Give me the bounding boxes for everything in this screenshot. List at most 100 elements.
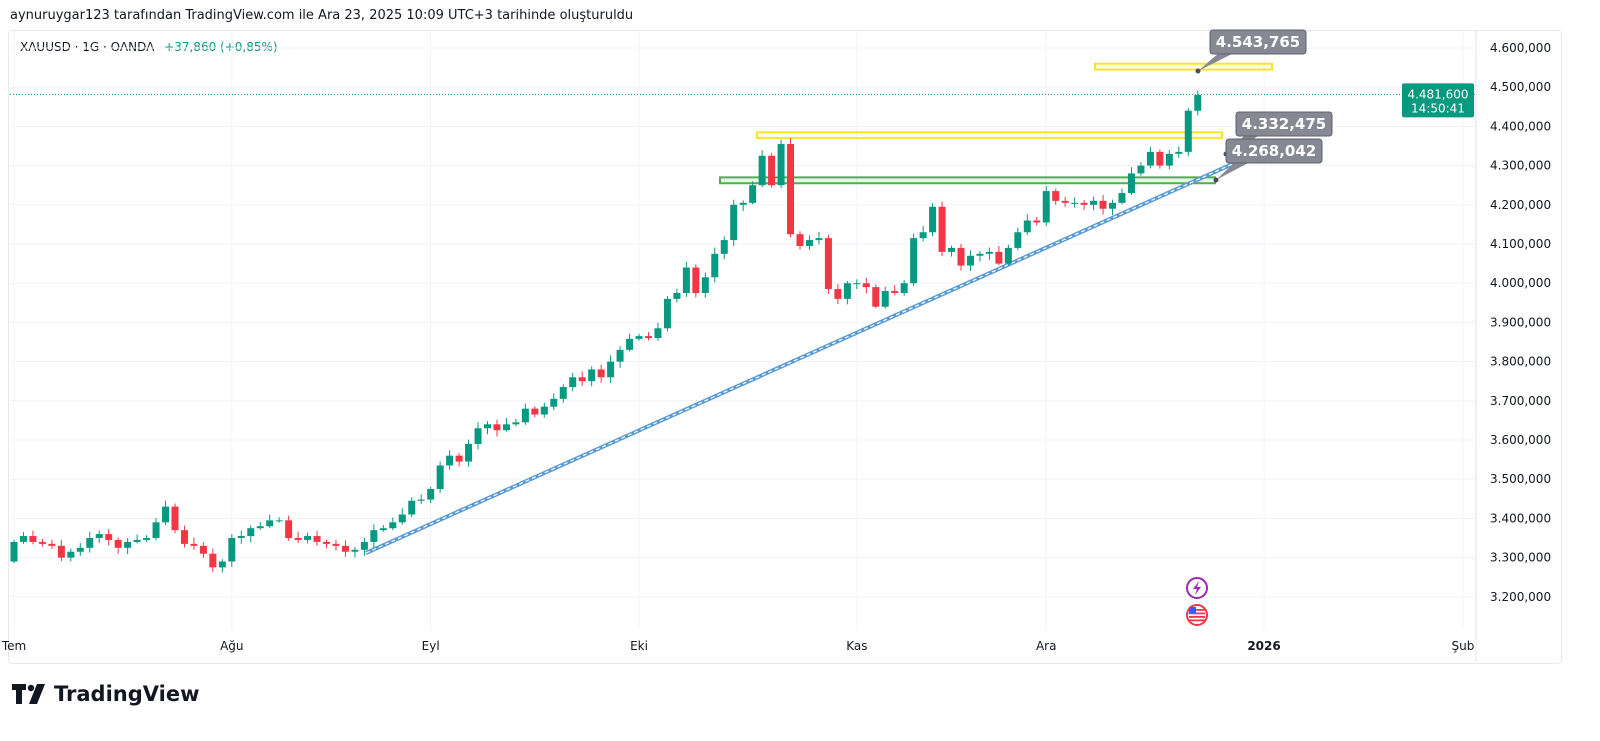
candle-body (228, 538, 236, 562)
candle (398, 508, 406, 525)
candle (1052, 188, 1060, 205)
candle (720, 236, 728, 260)
candle (360, 537, 368, 556)
candle (805, 235, 813, 250)
candle-body (720, 240, 728, 254)
candle-body (1118, 193, 1126, 203)
candle-body (417, 499, 425, 501)
candle-body (578, 377, 586, 382)
candle-body (190, 543, 198, 546)
chart-frame[interactable] (8, 30, 1562, 664)
candle-body (19, 536, 27, 542)
candle (143, 535, 151, 542)
candle-body (1137, 165, 1145, 174)
candle (995, 245, 1003, 266)
candle-body (1052, 191, 1060, 201)
candle (124, 538, 132, 555)
price-tick-label: 3.400,000 (1490, 511, 1551, 525)
candle (323, 539, 331, 549)
candle-body (540, 406, 548, 415)
candle-body (626, 338, 634, 350)
candle-body (531, 408, 539, 415)
candle (853, 279, 861, 290)
candle-body (1194, 95, 1202, 111)
candle-body (521, 408, 529, 423)
candle (607, 355, 615, 384)
callout-box (1235, 111, 1333, 137)
candle (976, 251, 984, 262)
candle (900, 280, 908, 296)
candle (512, 418, 520, 427)
callout-anchor (1195, 68, 1201, 74)
tradingview-logo[interactable]: TradingView (12, 682, 199, 706)
flag-stripe (1189, 612, 1205, 615)
candle (1109, 199, 1117, 215)
economic-event-icon[interactable] (1186, 577, 1208, 599)
candle-body (446, 455, 454, 466)
candle (730, 199, 738, 246)
candle-body (379, 528, 387, 531)
time-tick-label: Eyl (422, 639, 440, 653)
tradingview-logo-icon (12, 684, 45, 704)
candle-body (351, 549, 359, 552)
time-tick-label: Ağu (220, 639, 243, 653)
candle-body (360, 541, 368, 550)
candle (1023, 214, 1031, 235)
candle-body (1014, 232, 1022, 248)
candle (455, 452, 463, 467)
candle-body (323, 541, 331, 544)
candle-body (1156, 151, 1164, 166)
candle (692, 264, 700, 298)
candle-body (370, 530, 378, 542)
callout-pointer (1216, 161, 1252, 180)
price-tick-label: 3.600,000 (1490, 433, 1551, 447)
price-tick-label: 4.600,000 (1490, 41, 1551, 55)
candle-body (910, 238, 918, 284)
candle-body (105, 534, 113, 540)
candle-body (502, 424, 510, 431)
candle (484, 421, 491, 435)
candle (910, 233, 918, 287)
time-tick-label: 2026 (1247, 639, 1280, 653)
candle-body (635, 336, 643, 339)
candle (1080, 200, 1088, 210)
candle (1165, 149, 1173, 170)
candle (446, 450, 454, 470)
candle-body (1090, 200, 1098, 205)
price-tick-label: 3.300,000 (1490, 551, 1551, 565)
candle-body (559, 387, 567, 399)
candle-body (758, 155, 766, 186)
candle-body (48, 543, 56, 546)
candle (304, 532, 312, 544)
candle-body (644, 336, 652, 339)
candle-body (124, 541, 132, 548)
symbol-legend[interactable]: XAUUSD · 1G · OANDA +37,860 (+0,85%) (20, 40, 278, 54)
candle-body (275, 520, 283, 522)
candle (1042, 185, 1050, 226)
candle (38, 539, 46, 547)
candle-body (616, 349, 624, 362)
candle (427, 486, 435, 504)
candle (948, 245, 956, 257)
candle (417, 494, 425, 504)
candle-body (682, 267, 690, 293)
candle-body (199, 545, 207, 554)
candle (1194, 90, 1202, 116)
us-flag-icon[interactable] (1186, 604, 1208, 626)
candle (919, 225, 927, 242)
candle-body (948, 247, 956, 252)
candle-body (730, 204, 738, 241)
bar-countdown: 14:50:41 (1411, 101, 1465, 115)
candle (190, 537, 198, 550)
candle-body (474, 428, 482, 444)
candle (162, 500, 170, 526)
candle (57, 539, 65, 562)
price-tick-label: 4.200,000 (1490, 198, 1551, 212)
flag-stripe (1189, 609, 1205, 611)
candle (824, 234, 832, 294)
drawings (365, 62, 1273, 555)
lightning-glyph (1193, 581, 1201, 595)
candle (531, 406, 539, 418)
candle (95, 530, 103, 544)
